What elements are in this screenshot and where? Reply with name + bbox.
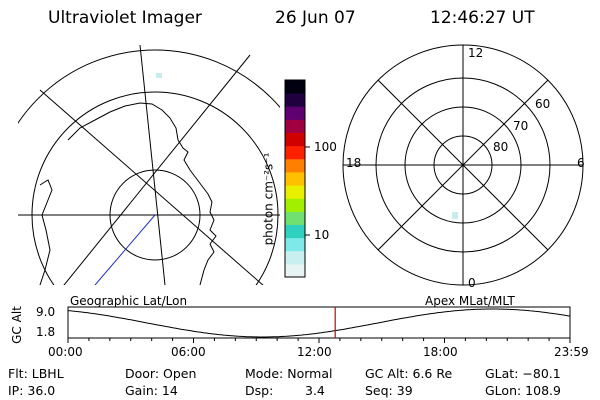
apex-label: Apex MLat/MLT <box>425 294 515 308</box>
lat-circle-outer <box>18 49 280 125</box>
instrument-title: Ultraviolet Imager <box>48 8 202 28</box>
door-status: Door: Open <box>125 366 197 381</box>
meridian-diag1 <box>39 89 264 285</box>
time-label: 12:46:27 UT <box>430 8 535 28</box>
colorbar-segment <box>285 145 305 160</box>
colorbar-segment <box>285 185 305 199</box>
polar-aurora-spot <box>452 212 458 219</box>
coastline <box>67 102 217 285</box>
x-tick-label-0: 00:00 <box>48 345 83 359</box>
lat-label-60: 60 <box>535 97 551 111</box>
polar-map <box>342 44 584 286</box>
dsp-value: 3.4 <box>305 383 325 398</box>
colorbar-segment <box>285 211 305 225</box>
colorbar-unit-label: photon cm⁻²s⁻¹ <box>261 152 276 246</box>
mlt-line-diag2 <box>377 79 549 251</box>
colorbar-segment <box>285 132 305 147</box>
mlt-label-0: 0 <box>468 276 476 290</box>
date-label: 26 Jun 07 <box>275 8 356 28</box>
strip-y-bottom: 1.8 <box>36 325 56 339</box>
gc-alt-status: GC Alt: 6.6 Re <box>365 366 453 381</box>
seq-status: Seq: 39 <box>365 383 413 398</box>
colorbar-segment <box>285 198 305 212</box>
colorbar-frame <box>284 79 306 278</box>
mode-status: Mode: Normal <box>245 366 333 381</box>
x-tick-label-2: 12:00 <box>297 345 332 359</box>
strip-axis-label: GC Alt <box>9 306 24 344</box>
glon-status: GLon: 108.9 <box>485 383 561 398</box>
strip-y-top: 9.0 <box>36 305 56 319</box>
x-tick-label-3: 18:00 <box>423 345 458 359</box>
colorbar-segment <box>285 263 305 278</box>
dsp-label: Dsp: <box>245 383 274 398</box>
altitude-curve <box>67 308 571 338</box>
gain-status: Gain: 14 <box>125 383 178 398</box>
mlt-label-6: 6 <box>577 156 585 170</box>
meridian-v <box>139 45 166 285</box>
colorbar-segment <box>285 80 305 94</box>
filter-status: Flt: LBHL <box>8 366 64 381</box>
colorbar-segment <box>285 237 305 252</box>
colorbar-segment <box>285 106 305 120</box>
geographic-map <box>18 45 280 285</box>
geographic-label: Geographic Lat/Lon <box>70 294 188 308</box>
mlt-label-12: 12 <box>468 46 484 60</box>
coastline-west <box>39 179 53 285</box>
ground-track <box>94 214 156 285</box>
x-tick-label-4: 23:59 <box>554 345 589 359</box>
altitude-strip <box>67 306 571 343</box>
colorbar-segment <box>285 250 305 265</box>
colorbar-label-10: 10 <box>314 228 330 242</box>
colorbar <box>285 80 305 278</box>
colorbar-segment <box>285 158 305 173</box>
colorbar-segment <box>285 224 305 239</box>
glat-status: GLat: −80.1 <box>485 366 561 381</box>
ip-status: IP: 36.0 <box>8 383 56 398</box>
colorbar-segment <box>285 93 305 107</box>
x-tick-label-1: 06:00 <box>171 345 206 359</box>
aurora-spot <box>156 73 162 78</box>
lat-label-70: 70 <box>513 119 529 133</box>
colorbar-segment <box>285 119 305 134</box>
colorbar-segment <box>285 171 305 186</box>
meridian-diag2 <box>63 54 251 285</box>
lat-label-80: 80 <box>493 140 509 154</box>
colorbar-label-100: 100 <box>314 140 337 154</box>
mlt-label-18: 18 <box>346 156 362 170</box>
